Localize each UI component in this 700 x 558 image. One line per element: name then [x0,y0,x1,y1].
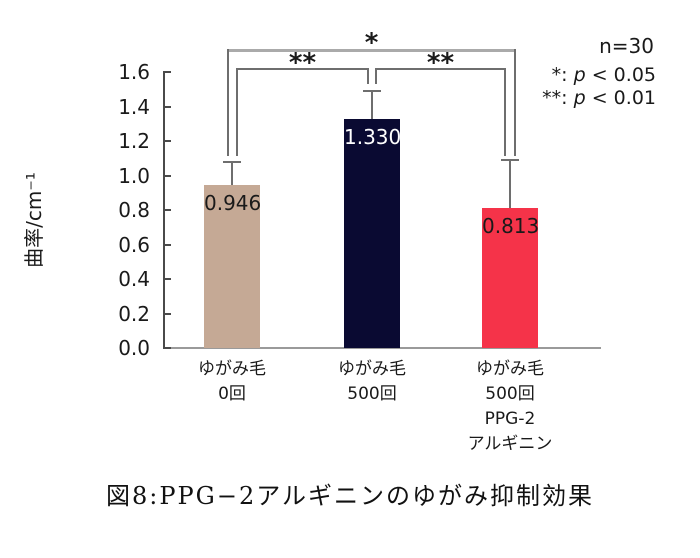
bracket-drop-line [227,49,229,156]
y-tick-mark [163,140,171,143]
y-tick-mark [163,209,171,212]
legend-sig-p05-prefix: *: [551,64,574,86]
y-tick-label: 0.2 [118,301,150,326]
bar [204,185,260,348]
significance-label: * [364,28,379,58]
x-category-label: PPG-2 [484,409,536,429]
bracket-drop-line [504,68,506,156]
legend-sig-p01-suffix: < 0.01 [585,87,656,109]
figure-caption: 図8:PPG−2アルギニンのゆがみ抑制効果 [106,482,594,510]
x-category-label: ゆがみ毛 [476,359,544,379]
x-axis-line [163,347,601,349]
bracket-drop-line [236,68,238,156]
bar-value-label: 0.946 [204,191,262,216]
error-bar-cap [223,161,241,164]
bracket-line [376,68,505,70]
y-axis-title: 曲率/cm⁻¹ [22,172,46,268]
y-tick-label: 0.4 [118,267,150,292]
bracket-line [228,49,515,52]
error-bar-line [371,91,373,119]
y-tick-mark [163,312,171,315]
bracket-drop-line [514,49,516,156]
legend-sig-p05: *: p < 0.05 [542,64,656,87]
y-tick-mark [163,278,171,281]
significance-label: ** [288,48,317,78]
y-tick-label: 0.8 [118,198,150,223]
legend: n=30 *: p < 0.05 **: p < 0.01 [542,34,656,110]
x-category-label: 500回 [485,384,535,404]
bar-value-label: 1.330 [344,124,402,149]
bar [482,208,538,348]
x-category-label: 0回 [218,384,246,404]
legend-sig-p05-p: p [573,64,586,86]
y-tick-label: 1.4 [118,94,150,119]
y-tick-mark [163,174,171,177]
legend-sample-size: n=30 [599,34,654,58]
y-tick-label: 1.2 [118,129,150,154]
significance-label: ** [426,48,455,78]
error-bar-cap [363,90,381,93]
x-category-label: 500回 [347,384,397,404]
y-tick-label: 1.6 [118,60,150,85]
legend-sig-p01: **: p < 0.01 [542,87,656,110]
x-category-label: アルギニン [467,434,553,454]
x-category-label: ゆがみ毛 [198,359,266,379]
y-tick-label: 1.0 [118,163,150,188]
y-tick-mark [163,347,171,349]
y-tick-mark [163,71,171,74]
legend-sig-p05-suffix: < 0.05 [585,64,656,86]
error-bar-cap [501,159,519,162]
bracket-line [237,68,368,70]
y-tick-label: 0.0 [118,336,150,360]
error-bar-line [231,162,233,186]
legend-sig-p01-prefix: **: [542,87,574,109]
legend-sig-p01-p: p [573,87,586,109]
y-tick-label: 0.6 [118,232,150,257]
x-category-label: ゆがみ毛 [338,359,406,379]
error-bar-line [509,160,511,208]
bracket-drop-line [367,68,369,84]
y-tick-mark [163,243,171,246]
y-tick-mark [163,105,171,108]
bracket-drop-line [375,68,377,84]
bar [344,118,400,348]
bar-value-label: 0.813 [482,214,540,238]
